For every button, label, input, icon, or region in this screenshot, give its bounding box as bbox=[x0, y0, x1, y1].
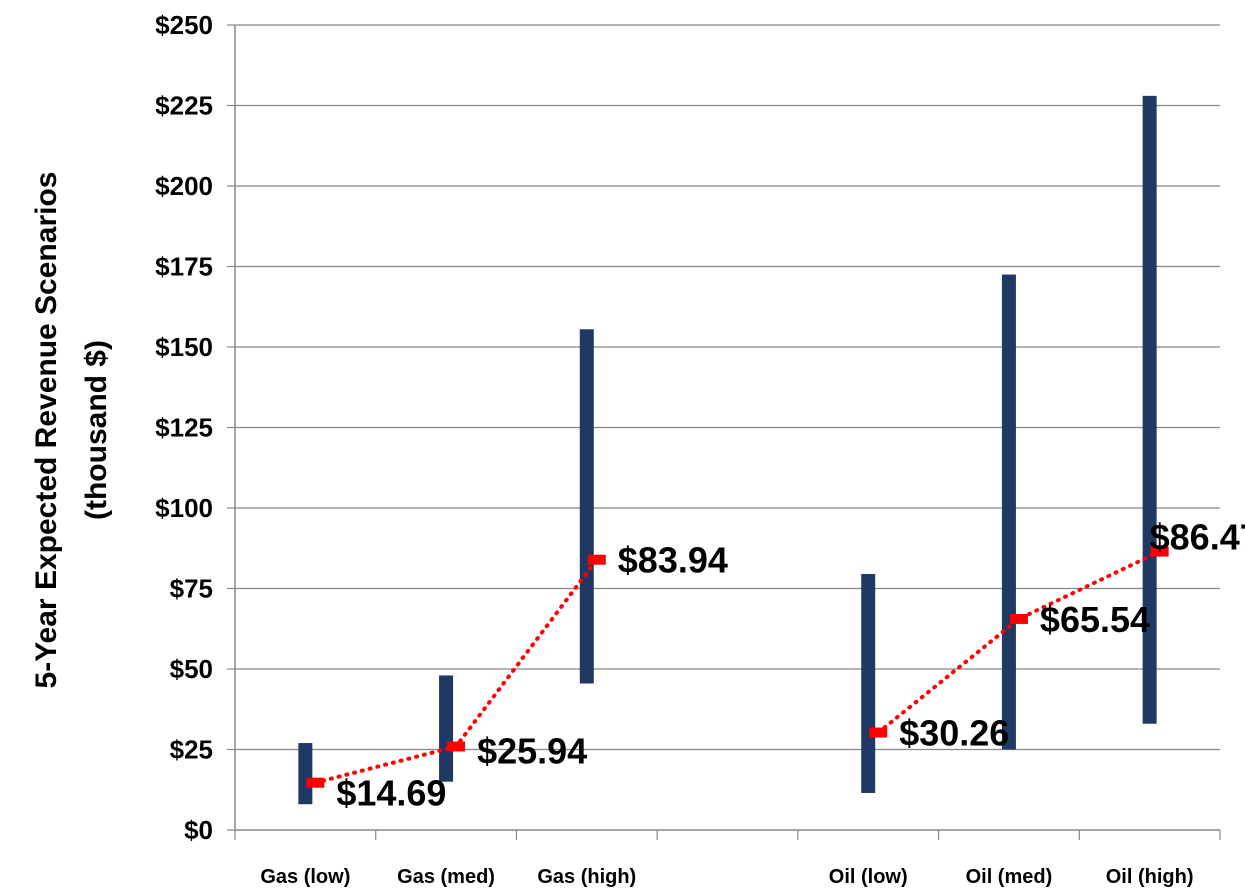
y-tick-label: $50 bbox=[170, 654, 213, 684]
range-bar bbox=[1001, 274, 1016, 750]
y-tick-label: $125 bbox=[155, 413, 213, 443]
x-tick-label: Gas (high) bbox=[537, 866, 636, 888]
y-tick-label: $225 bbox=[155, 91, 213, 121]
mean-data-label: $83.94 bbox=[618, 540, 728, 581]
mean-marker bbox=[587, 554, 606, 565]
y-tick-labels: $0 $25 $50 $75 $100 $125 $150 $175 $200 $225 $250 bbox=[155, 10, 213, 845]
y-tick-label: $150 bbox=[155, 332, 213, 362]
range-bar bbox=[298, 743, 313, 805]
mean-data-label: $65.54 bbox=[1040, 599, 1150, 640]
x-tick-label: Oil (low) bbox=[829, 866, 908, 888]
mean-data-label: $25.94 bbox=[477, 730, 587, 771]
mean-trend-line bbox=[876, 549, 1162, 735]
y-axis-label-line1: 5-Year Expected Revenue Scenarios bbox=[30, 172, 63, 689]
x-tick-labels: Gas (low) Gas (med) Gas (high) Oil (low) Oil… bbox=[260, 866, 1193, 888]
x-tick-label: Oil (med) bbox=[966, 866, 1053, 888]
range-bar bbox=[1142, 95, 1157, 724]
range-bar bbox=[579, 329, 594, 684]
y-tick-label: $0 bbox=[184, 815, 213, 845]
y-tick-label: $250 bbox=[155, 10, 213, 40]
axes bbox=[227, 24, 1221, 840]
x-tick-label: Oil (high) bbox=[1106, 866, 1194, 888]
y-tick-label: $200 bbox=[155, 171, 213, 201]
y-tick-label: $175 bbox=[155, 252, 213, 282]
range-bar bbox=[439, 675, 454, 782]
mean-marker bbox=[869, 727, 888, 738]
mean-data-label: $86.47 bbox=[1150, 517, 1245, 558]
y-tick-label: $25 bbox=[170, 735, 213, 765]
mean-data-label: $14.69 bbox=[336, 773, 446, 814]
y-tick-label: $100 bbox=[155, 493, 213, 523]
y-axis-label-line2: (thousand $) bbox=[80, 340, 113, 520]
gridlines bbox=[235, 24, 1220, 751]
mean-marker bbox=[1009, 613, 1028, 624]
data-labels: $14.69 $25.94 $83.94 $30.26 $65.54$86.47 bbox=[336, 517, 1245, 814]
mean-markers bbox=[306, 546, 1169, 788]
range-bars bbox=[298, 95, 1157, 805]
range-bar bbox=[861, 574, 876, 793]
mean-marker bbox=[306, 777, 325, 788]
y-tick-label: $75 bbox=[170, 574, 213, 604]
x-tick-label: Gas (low) bbox=[260, 866, 350, 888]
mean-data-label: $30.26 bbox=[899, 713, 1009, 754]
mean-marker bbox=[447, 741, 466, 752]
mean-marker bbox=[1150, 546, 1169, 557]
x-tick-label: Gas (med) bbox=[397, 866, 495, 888]
